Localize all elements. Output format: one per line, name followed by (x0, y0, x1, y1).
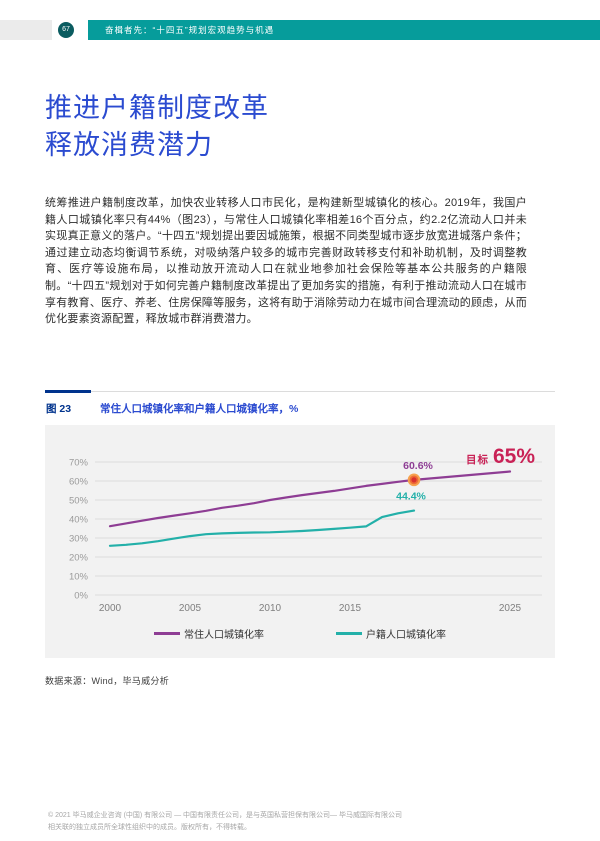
urbanization-chart-svg: 70% 60% 50% 40% 30% 20% 10% 0% 2000 2005 2010 2015 2… (69, 445, 542, 614)
data-source-note: 数据来源：Wind，毕马威分析 (45, 676, 170, 686)
figure-divider-line (45, 391, 555, 392)
footer-copyright: © 2021 毕马威企业咨询 (中国) 有限公司 — 中国有限责任公司，是与英国… (48, 810, 468, 833)
legend-label: 户籍人口城镇化率 (366, 630, 446, 641)
svg-text:0%: 0% (74, 591, 88, 602)
svg-text:10%: 10% (69, 572, 89, 583)
figure-label: 图 23 (46, 403, 72, 415)
figure-caption: 常住人口城镇化率和户籍人口城镇化率，% (100, 403, 299, 415)
svg-text:2025: 2025 (499, 603, 522, 614)
svg-text:2005: 2005 (179, 603, 202, 614)
legend-swatch (336, 632, 362, 635)
svg-text:2000: 2000 (99, 603, 122, 614)
svg-text:44.4%: 44.4% (396, 491, 426, 503)
page-title: 推进户籍制度改革 释放消费潜力 (45, 90, 269, 164)
svg-text:30%: 30% (69, 534, 89, 545)
legend-swatch (154, 632, 180, 635)
chart-legend: 常住人口城镇化率 户籍人口城镇化率 (45, 626, 555, 641)
svg-text:60.6%: 60.6% (403, 460, 433, 472)
chart-panel: 70% 60% 50% 40% 30% 20% 10% 0% 2000 2005 2010 2015 2… (45, 425, 555, 658)
footer-line-1: © 2021 毕马威企业咨询 (中国) 有限公司 — 中国有限责任公司，是与英国… (48, 812, 403, 819)
svg-text:40%: 40% (69, 515, 89, 526)
legend-item: 常住人口城镇化率 (154, 626, 264, 641)
svg-text:70%: 70% (69, 458, 89, 469)
svg-text:2015: 2015 (339, 603, 362, 614)
svg-text:2010: 2010 (259, 603, 282, 614)
page-number-badge: 67 (58, 22, 74, 38)
legend-label: 常住人口城镇化率 (184, 630, 264, 641)
page-number-strip (0, 20, 52, 40)
footer-line-2: 相关联的独立成员所全球性组织中的成员。版权所有，不得转载。 (48, 823, 251, 831)
header-bar: 奋楫者先：“十四五”规划宏观趋势与机遇 (88, 20, 600, 40)
svg-text:20%: 20% (69, 553, 89, 564)
page-title-line-2: 释放消费潜力 (45, 130, 213, 160)
svg-text:60%: 60% (69, 477, 89, 488)
header-title: 奋楫者先：“十四五”规划宏观趋势与机遇 (105, 25, 275, 35)
target-annotation: 目标 65% (466, 445, 535, 468)
svg-text:50%: 50% (69, 496, 89, 507)
page-title-line-1: 推进户籍制度改革 (45, 93, 269, 123)
figure-accent-bar (45, 390, 91, 393)
body-paragraph: 统筹推进户籍制度改革，加快农业转移人口市民化，是构建新型城镇化的核心。2019年… (45, 197, 527, 326)
legend-item: 户籍人口城镇化率 (336, 626, 446, 641)
